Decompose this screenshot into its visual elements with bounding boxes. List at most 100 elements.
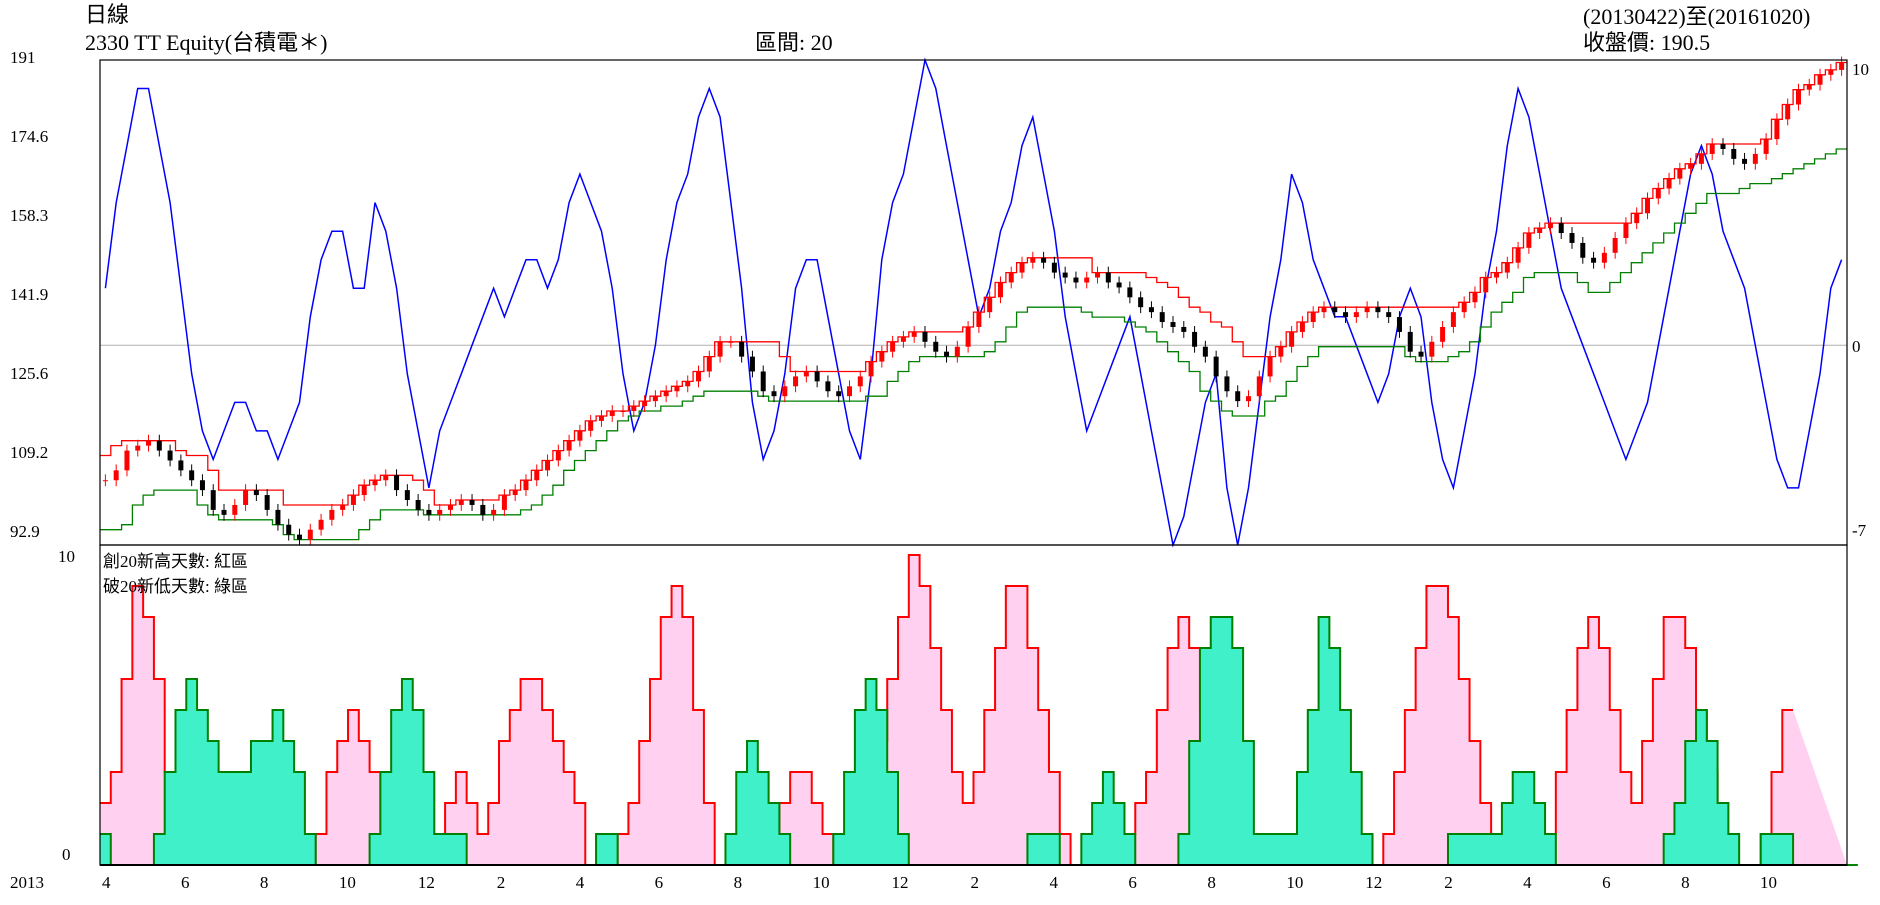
candle-body [717, 341, 723, 357]
price-tick-label: 125.6 [10, 364, 49, 383]
candle-body [394, 475, 400, 491]
price-tick-label: 109.2 [10, 443, 49, 462]
candle-body [976, 312, 982, 327]
candle-body [1170, 322, 1176, 327]
candle-body [846, 386, 852, 397]
candle-body [933, 341, 939, 352]
candle-body [1752, 153, 1758, 164]
candle-body [415, 500, 421, 510]
candle-body [545, 460, 551, 471]
candle-body [156, 440, 162, 451]
candle-body [1763, 139, 1769, 154]
candle-body [350, 495, 356, 505]
candle-body [1116, 282, 1122, 288]
candle-body [1267, 356, 1273, 377]
price-tick-label: 141.9 [10, 285, 49, 304]
x-tick-label: 2 [496, 873, 506, 892]
candle-body [997, 282, 1003, 298]
x-tick-label: 8 [259, 873, 269, 892]
low-days-area [100, 617, 1858, 865]
candle-body [1795, 89, 1801, 105]
candle-body [1095, 272, 1101, 278]
candle-body [1041, 257, 1047, 263]
high-band-line [100, 61, 1847, 506]
candle-body [167, 450, 173, 461]
candle-body [1051, 262, 1057, 273]
candle-body [1828, 69, 1834, 75]
candle-body [674, 386, 680, 392]
candle-body [318, 519, 324, 530]
candle-body [890, 341, 896, 352]
candle-body [469, 500, 475, 505]
x-tick-label: 8 [1681, 873, 1690, 892]
candle-body [1375, 307, 1381, 313]
candle-body [383, 475, 389, 481]
candle-body [760, 371, 766, 392]
count-tick-label: 10 [58, 547, 75, 566]
period-label: 區間: 20 [755, 30, 833, 55]
x-tick-label: 8 [733, 873, 743, 892]
oscillator-tick-label: 10 [1852, 60, 1869, 79]
x-year-label: 2013 [10, 873, 44, 892]
price-tick-label: 174.6 [10, 127, 49, 146]
frequency-label: 日線 [85, 2, 130, 27]
oscillator-line [104, 57, 1843, 548]
candle-body [555, 450, 561, 461]
candle-body [803, 371, 809, 377]
candle-body [1310, 312, 1316, 323]
candle-body [598, 415, 604, 421]
x-tick-label: 12 [891, 873, 909, 892]
candle-body [1483, 277, 1489, 293]
candle-body [1245, 396, 1251, 402]
x-tick-label: 2 [970, 873, 980, 892]
candle-body [523, 480, 529, 491]
candle-body [1202, 346, 1208, 357]
candle-body [1386, 312, 1392, 318]
candle-body [297, 534, 303, 540]
candle-body [1418, 351, 1424, 357]
x-tick-label: 10 [1286, 873, 1304, 892]
candle-body [1785, 104, 1791, 120]
candle-body [1774, 119, 1780, 140]
candle-body [1569, 233, 1575, 243]
candle-body [642, 401, 648, 407]
candle-body [1127, 287, 1133, 298]
candle-body [480, 504, 486, 515]
candle-body [1396, 317, 1402, 332]
candle-body [1008, 272, 1014, 283]
candle-body [609, 411, 615, 416]
candle-body [437, 509, 443, 515]
candle-body [1472, 292, 1478, 303]
candle-body [1343, 312, 1349, 318]
upper-panel-frame [99, 59, 1848, 546]
x-tick-label: 6 [1128, 873, 1137, 892]
candle-body [189, 470, 195, 481]
price-tick-label: 92.9 [10, 522, 40, 541]
candle-body [1181, 326, 1187, 332]
candle-body [1105, 272, 1111, 283]
candle-body [1537, 228, 1543, 234]
candle-body [900, 336, 906, 342]
x-tick-label: 12 [1365, 873, 1383, 892]
candle-body [987, 297, 993, 313]
candle-body [1817, 74, 1823, 85]
candle-body [447, 504, 453, 510]
candle-body [329, 509, 335, 520]
candle-body [102, 480, 108, 482]
x-tick-label: 12 [417, 873, 435, 892]
candle-body [1547, 223, 1553, 229]
candle-body [1429, 341, 1435, 357]
candle-body [1073, 277, 1079, 283]
candle-body [1148, 307, 1154, 313]
candle-body [771, 391, 777, 397]
candle-body [1062, 272, 1068, 278]
candle-body [1224, 376, 1230, 392]
candle-body [1504, 262, 1510, 273]
candle-body [1299, 322, 1305, 332]
candle-body [631, 406, 637, 412]
high-days-area [100, 555, 1847, 865]
candle-body [1731, 148, 1737, 159]
candle-body [911, 331, 917, 337]
x-tick-label: 6 [1602, 873, 1611, 892]
candle-body [1634, 213, 1640, 224]
